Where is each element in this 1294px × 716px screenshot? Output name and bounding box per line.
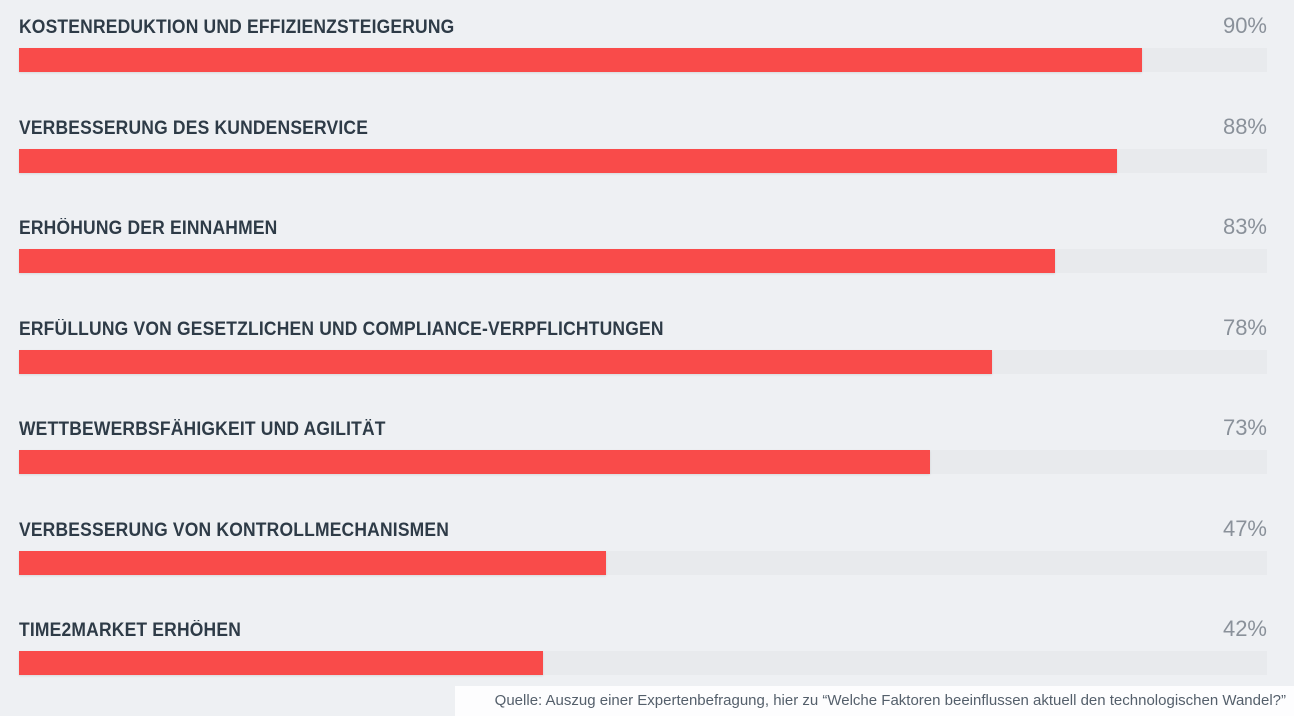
bar-fill	[19, 48, 1143, 72]
bar-row-header: ERHÖHUNG DER EINNAHMEN 83%	[19, 214, 1267, 245]
bar-value: 88%	[1222, 113, 1267, 139]
bar-label: WETTBEWERBSFÄHIGKEIT UND AGILITÄT	[19, 419, 386, 440]
bar-fill	[19, 550, 606, 575]
bar-row: WETTBEWERBSFÄHIGKEIT UND AGILITÄT 73%	[19, 402, 1267, 503]
bar-row-header: VERBESSERUNG DES KUNDENSERVICE 88%	[19, 114, 1267, 145]
bar-track	[19, 651, 1267, 675]
bar-label: VERBESSERUNG DES KUNDENSERVICE	[19, 117, 369, 139]
bar-row-header: VERBESSERUNG VON KONTROLLMECHANISMEN 47%	[19, 516, 1267, 547]
bar-row: VERBESSERUNG VON KONTROLLMECHANISMEN 47%	[19, 503, 1267, 604]
bar-row-header: TIME2MARKET ERHÖHEN 42%	[19, 616, 1267, 647]
bar-track	[19, 450, 1267, 474]
bar-row: TIME2MARKET ERHÖHEN 42%	[19, 603, 1267, 704]
bar-track	[19, 48, 1267, 72]
bar-value: 78%	[1222, 314, 1267, 340]
bar-value: 83%	[1222, 214, 1267, 239]
bar-fill	[19, 148, 1118, 173]
source-note: Quelle: Auszug einer Expertenbefragung, …	[455, 686, 1294, 716]
bar-value: 42%	[1222, 616, 1267, 641]
bar-label: KOSTENREDUKTION UND EFFIZIENZSTEIGERUNG	[19, 17, 455, 38]
bar-fill	[19, 450, 931, 474]
bar-row: KOSTENREDUKTION UND EFFIZIENZSTEIGERUNG 9…	[19, 0, 1267, 101]
bar-value: 90%	[1222, 13, 1267, 38]
bar-track	[19, 349, 1267, 374]
bar-label: VERBESSERUNG VON KONTROLLMECHANISMEN	[19, 519, 450, 541]
bar-fill	[19, 349, 993, 374]
bar-value: 47%	[1222, 515, 1267, 541]
bar-track	[19, 148, 1267, 173]
bar-label: ERHÖHUNG DER EINNAHMEN	[19, 218, 278, 239]
bar-track	[19, 550, 1267, 575]
bar-row: ERFÜLLUNG VON GESETZLICHEN UND COMPLIANC…	[19, 302, 1267, 403]
bar-label: ERFÜLLUNG VON GESETZLICHEN UND COMPLIANC…	[19, 318, 664, 340]
bar-chart: KOSTENREDUKTION UND EFFIZIENZSTEIGERUNG 9…	[19, 0, 1267, 704]
bar-value: 73%	[1222, 415, 1267, 440]
bar-fill	[19, 249, 1055, 273]
bar-row: VERBESSERUNG DES KUNDENSERVICE 88%	[19, 101, 1267, 202]
bar-row-header: KOSTENREDUKTION UND EFFIZIENZSTEIGERUNG 9…	[19, 13, 1267, 44]
bar-track	[19, 249, 1267, 273]
source-text: Quelle: Auszug einer Expertenbefragung, …	[494, 692, 1286, 709]
bar-fill	[19, 651, 544, 675]
bar-row-header: ERFÜLLUNG VON GESETZLICHEN UND COMPLIANC…	[19, 315, 1267, 346]
bar-row-header: WETTBEWERBSFÄHIGKEIT UND AGILITÄT 73%	[19, 415, 1267, 446]
bar-label: TIME2MARKET ERHÖHEN	[19, 620, 242, 641]
bar-row: ERHÖHUNG DER EINNAHMEN 83%	[19, 201, 1267, 302]
